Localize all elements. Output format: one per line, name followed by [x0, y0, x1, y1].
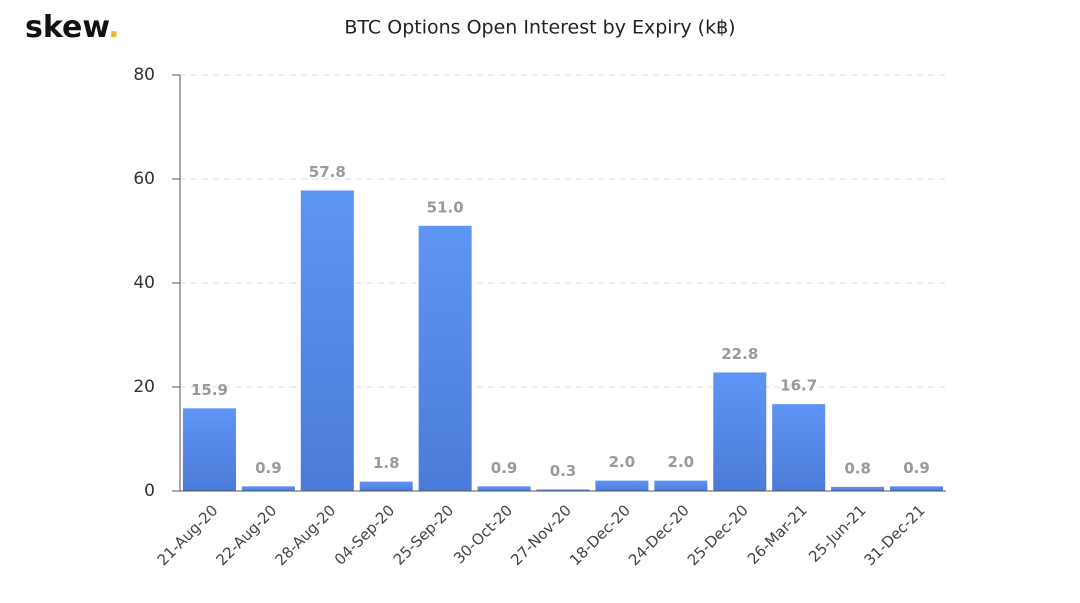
- logo: skew.: [25, 10, 120, 45]
- bar: [359, 481, 413, 491]
- y-tick-label: 60: [133, 169, 155, 189]
- value-label: 15.9: [191, 381, 228, 399]
- value-label: 0.9: [903, 459, 930, 477]
- x-tick-label: 25-Sep-20: [390, 501, 457, 568]
- value-label: 0.9: [491, 459, 518, 477]
- x-tick-label: 24-Dec-20: [625, 501, 693, 569]
- value-label: 16.7: [780, 377, 817, 395]
- chart-title: BTC Options Open Interest by Expiry (k฿): [344, 17, 735, 39]
- bar: [418, 225, 472, 492]
- bar: [182, 408, 236, 491]
- value-label: 1.8: [373, 454, 400, 472]
- bar: [654, 480, 708, 491]
- value-label: 22.8: [721, 345, 758, 363]
- bar: [477, 486, 531, 491]
- value-label: 0.8: [844, 459, 871, 477]
- bar: [300, 190, 354, 491]
- y-tick-label: 20: [133, 377, 155, 397]
- value-label: 51.0: [427, 198, 464, 216]
- bar: [890, 486, 944, 491]
- x-tick-label: 18-Dec-20: [566, 501, 634, 569]
- x-tick-label: 04-Sep-20: [331, 501, 398, 568]
- value-label: 0.3: [550, 462, 577, 480]
- bar: [241, 486, 295, 491]
- bar: [713, 372, 767, 491]
- x-tick-label: 28-Aug-20: [271, 501, 339, 569]
- x-tick-label: 31-Dec-21: [861, 501, 929, 569]
- x-tick-label: 27-Nov-20: [507, 501, 575, 569]
- logo-text: skew: [25, 10, 109, 45]
- y-tick-label: 0: [144, 481, 155, 501]
- logo-dot: .: [108, 10, 119, 45]
- bar: [536, 489, 590, 491]
- value-label: 2.0: [609, 453, 636, 471]
- x-tick-label: 25-Dec-20: [684, 501, 752, 569]
- x-tick-label: 22-Aug-20: [213, 501, 281, 569]
- x-tick-label: 26-Mar-21: [744, 501, 811, 568]
- x-tick-label: 21-Aug-20: [154, 501, 222, 569]
- bar: [831, 486, 885, 491]
- x-tick-label: 30-Oct-20: [450, 501, 516, 567]
- bar: [772, 404, 826, 491]
- bar: [595, 480, 649, 491]
- y-tick-label: 80: [133, 65, 155, 85]
- value-label: 2.0: [668, 453, 695, 471]
- y-tick-label: 40: [133, 273, 155, 293]
- value-label: 0.9: [255, 459, 282, 477]
- value-label: 57.8: [309, 163, 346, 181]
